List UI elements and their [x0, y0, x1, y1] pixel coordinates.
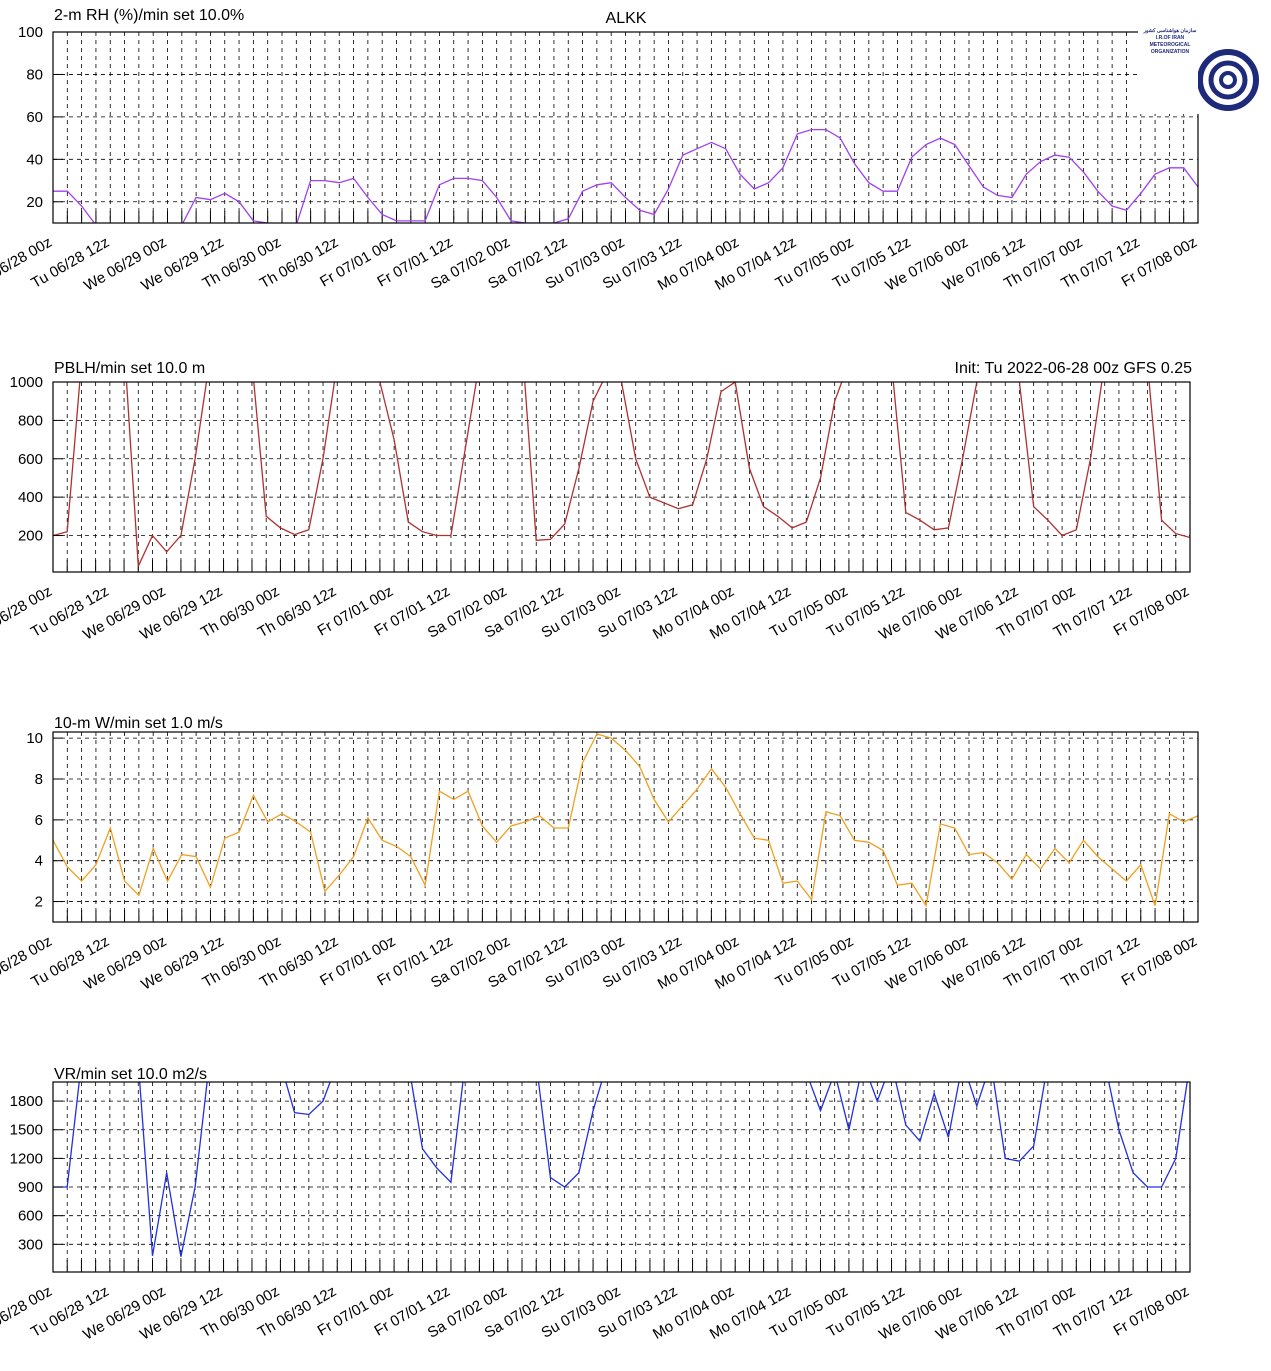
logo-text-line: METEOROGICAL [1149, 42, 1191, 48]
grid [53, 732, 1198, 922]
y-tick-label: 8 [35, 771, 43, 788]
y-tick-label: 1200 [10, 1150, 43, 1167]
grid [53, 32, 1198, 223]
y-tick-label: 300 [18, 1236, 43, 1253]
series-line [53, 128, 1198, 223]
y-tick-label: 40 [26, 151, 43, 168]
plot-frame [52, 31, 1199, 224]
y-tick-label: 100 [18, 24, 43, 41]
panel-title: PBLH/min set 10.0 m [54, 360, 205, 377]
y-tick-label: 20 [26, 194, 43, 211]
series-line [53, 382, 1190, 567]
plot-frame [52, 1081, 1191, 1273]
y-tick-label: 4 [35, 853, 43, 870]
y-tick-label: 1000 [10, 374, 43, 391]
y-tick-label: 1800 [10, 1093, 43, 1110]
series-line [53, 733, 1198, 908]
y-tick-label: 1500 [10, 1122, 43, 1139]
station-title: ALKK [606, 10, 647, 27]
panel-title: 2-m RH (%)/min set 10.0% [54, 7, 244, 24]
y-tick-label: 900 [18, 1179, 43, 1196]
init-label: Init: Tu 2022-06-28 00z GFS 0.25 [955, 360, 1193, 377]
logo-text-line: سازمان هواشناسی کشور [1143, 28, 1197, 34]
y-tick-label: 200 [18, 528, 43, 545]
y-tick-label: 600 [18, 1208, 43, 1225]
organization-logo: سازمان هواشناسی کشور I.R.OF IRAN METEORO… [1138, 22, 1259, 114]
panel-title: VR/min set 10.0 m2/s [54, 1066, 207, 1083]
logo-text-line: ORGANIZATION [1150, 49, 1190, 55]
y-tick-label: 800 [18, 412, 43, 429]
panel-title: 10-m W/min set 1.0 m/s [54, 715, 223, 732]
plot-frame [52, 731, 1199, 923]
y-tick-label: 600 [18, 451, 43, 468]
grid [53, 1082, 1190, 1272]
chart-panel: 300 600 900 1200 1500 1800 VR/min set 10.0 m2/… [0, 1066, 1192, 1344]
y-tick-label: 60 [26, 109, 43, 126]
y-tick-label: 80 [26, 66, 43, 83]
grid [53, 382, 1190, 572]
y-tick-label: 6 [35, 812, 43, 829]
logo-text-line: I.R.OF IRAN [1155, 35, 1185, 41]
plot-frame [52, 381, 1191, 573]
y-tick-label: 400 [18, 489, 43, 506]
y-tick-label: 2 [35, 894, 43, 911]
series-line [53, 1082, 1188, 1257]
logo-emblem-icon [1198, 49, 1259, 111]
y-tick-label: 10 [26, 730, 43, 747]
